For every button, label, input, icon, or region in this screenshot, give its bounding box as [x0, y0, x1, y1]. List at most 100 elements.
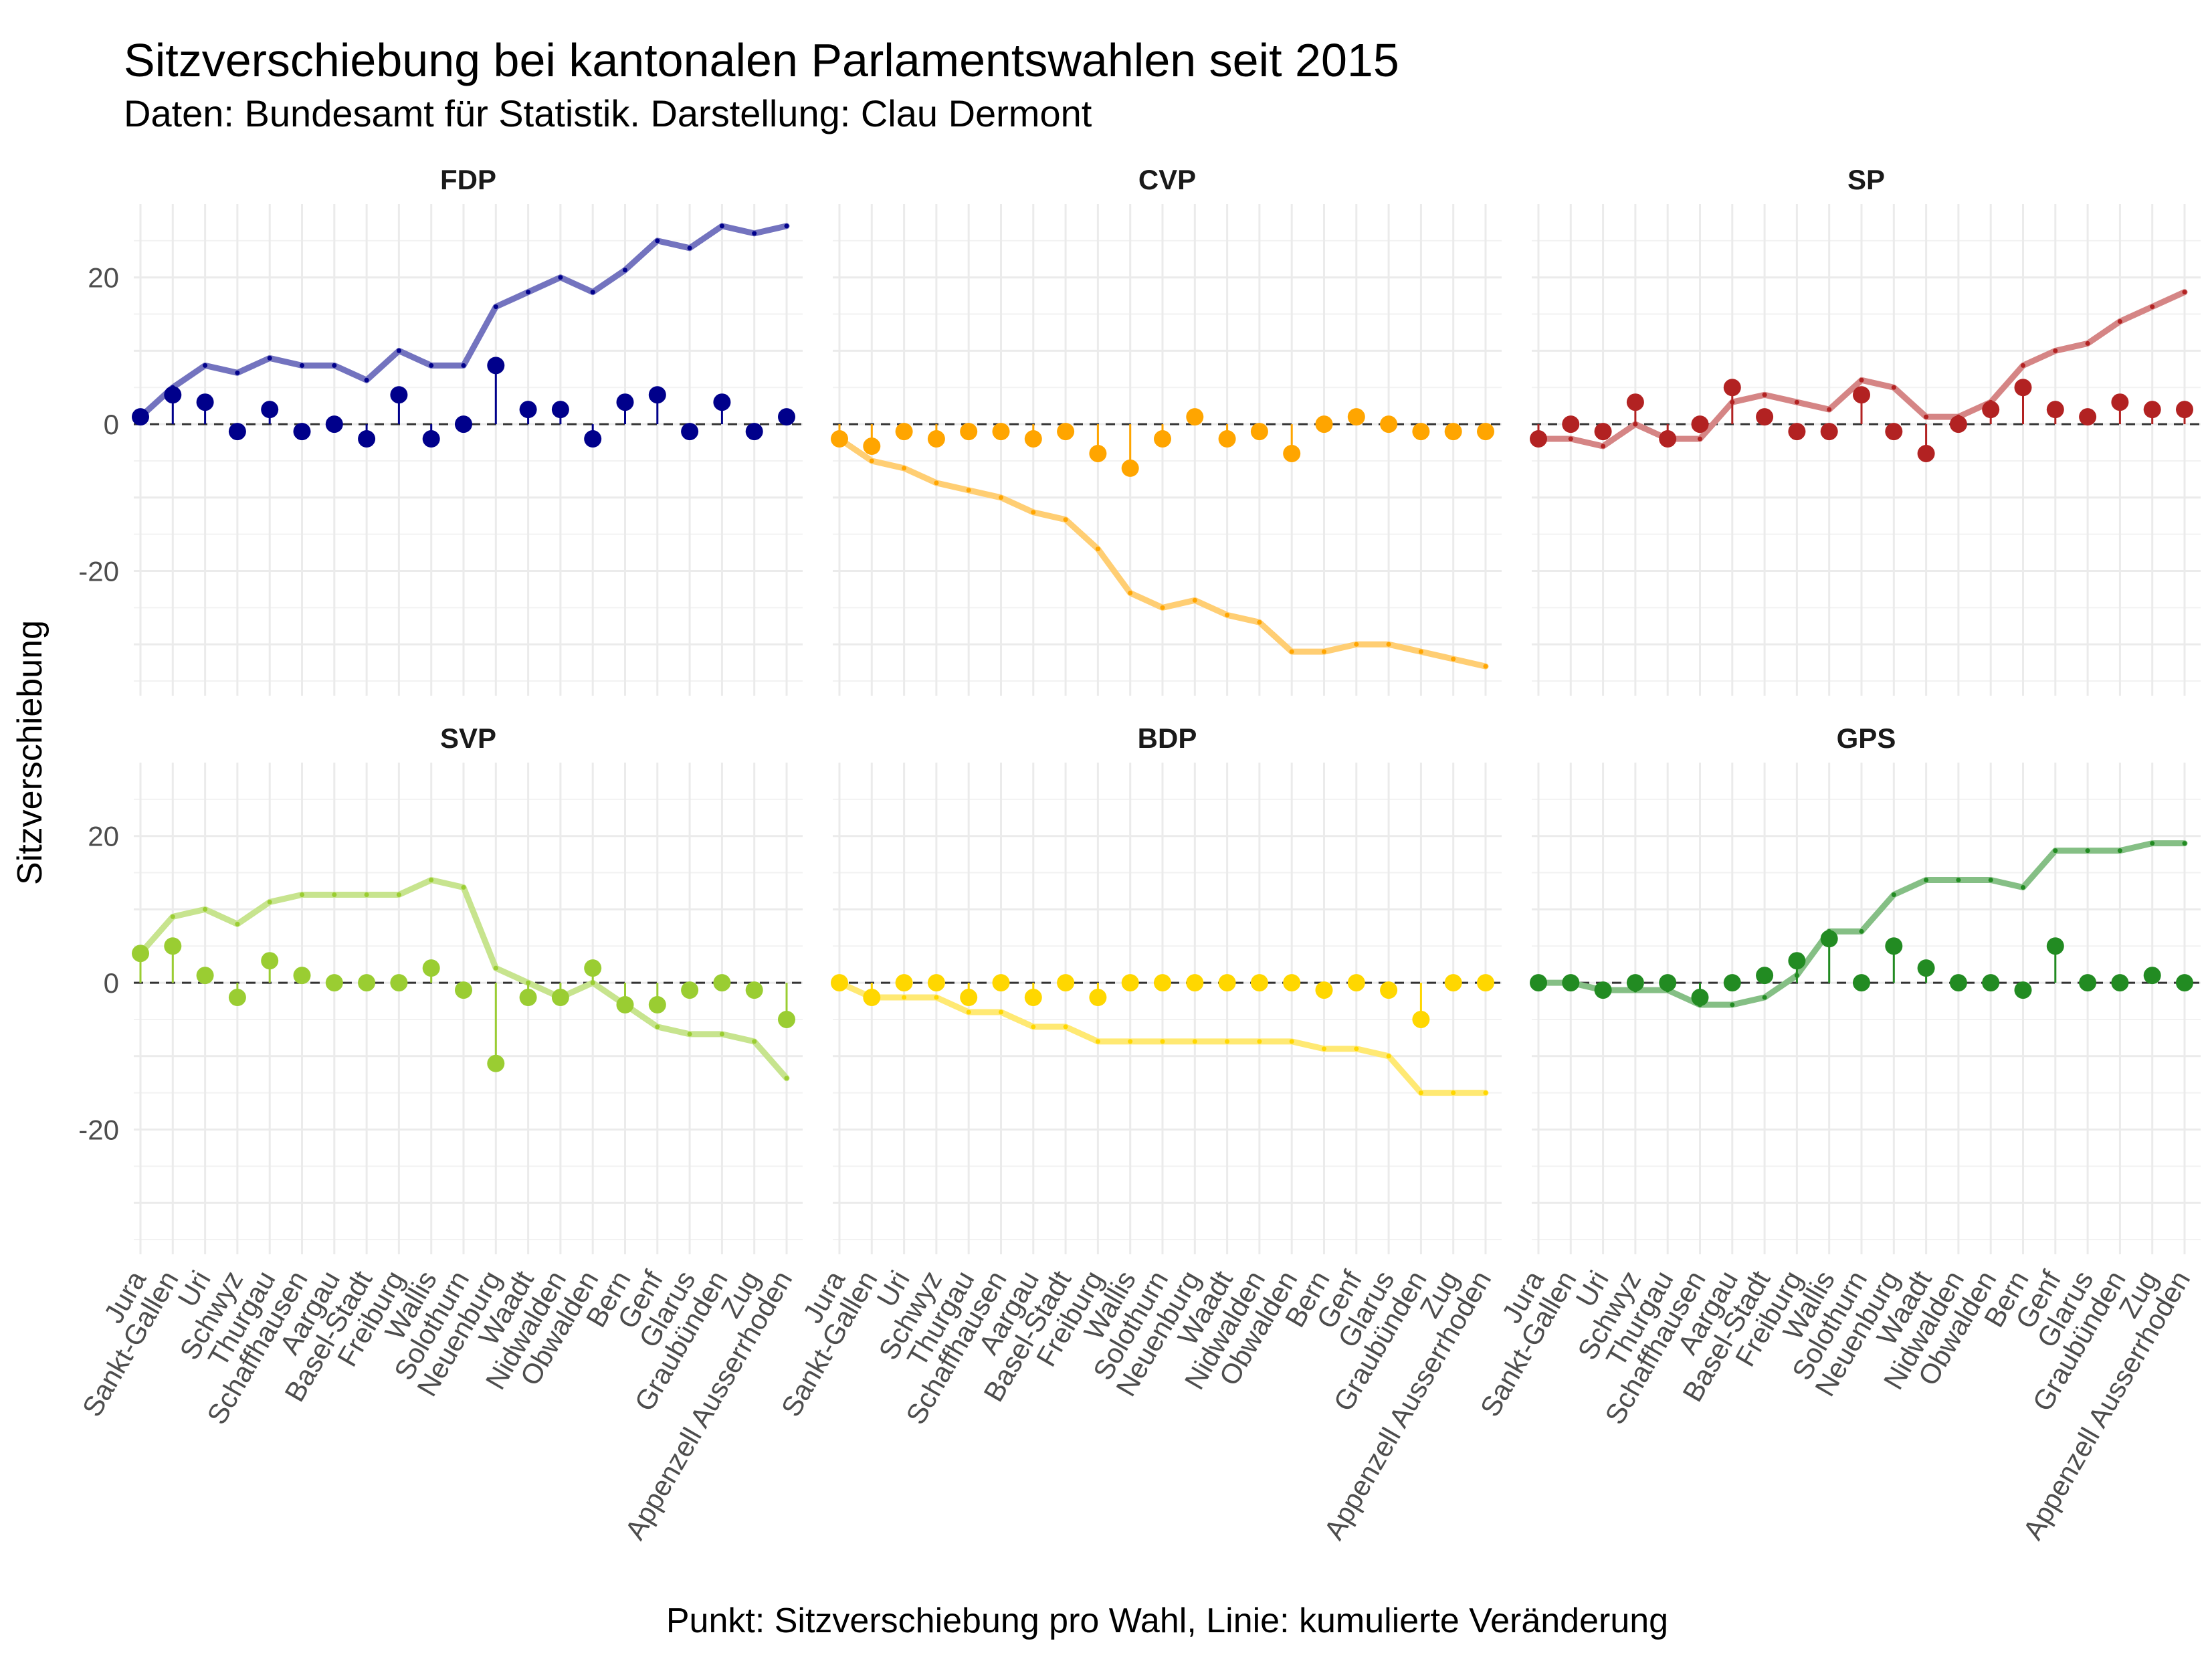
cumulative-point: [1568, 436, 1573, 442]
cumulative-point: [1891, 385, 1896, 390]
cumulative-point: [332, 892, 337, 897]
change-point: [1691, 415, 1709, 433]
cumulative-point: [902, 995, 907, 1000]
change-point: [261, 952, 279, 970]
change-point: [778, 408, 795, 426]
cumulative-point: [2150, 304, 2155, 310]
cumulative-point: [934, 480, 939, 486]
change-point: [1380, 981, 1398, 999]
change-point: [1444, 423, 1462, 441]
change-point: [1347, 974, 1365, 992]
cumulative-point: [267, 355, 272, 361]
cumulative-point: [1354, 1046, 1359, 1052]
cumulative-point: [2085, 340, 2090, 346]
cumulative-point: [2182, 290, 2187, 295]
change-point: [422, 959, 440, 977]
change-point: [2111, 974, 2129, 992]
change-point: [1788, 952, 1806, 970]
change-point: [960, 989, 978, 1007]
cumulative-point: [2117, 319, 2122, 324]
change-point: [1626, 974, 1644, 992]
change-point: [1057, 423, 1075, 441]
panel-sp: SP: [1530, 164, 2201, 696]
change-point: [487, 1054, 505, 1072]
cumulative-point: [1698, 436, 1702, 442]
facet-label: FDP: [440, 164, 496, 195]
cumulative-point: [1386, 642, 1391, 647]
change-point: [551, 401, 569, 419]
change-point: [1982, 401, 2000, 419]
change-point: [1530, 974, 1547, 992]
change-point: [325, 415, 343, 433]
change-point: [616, 393, 634, 411]
change-point: [1562, 974, 1580, 992]
cumulative-point: [1988, 878, 1993, 883]
change-point: [863, 437, 881, 456]
change-point: [927, 430, 945, 448]
change-point: [1380, 415, 1398, 433]
y-tick-label: -20: [78, 556, 119, 587]
change-point: [196, 967, 214, 985]
cumulative-point: [1257, 1039, 1262, 1044]
change-point: [1347, 408, 1365, 426]
change-point: [1949, 415, 1967, 433]
change-point: [1477, 974, 1494, 992]
change-point: [422, 430, 440, 448]
cumulative-point: [966, 1009, 971, 1015]
change-point: [1412, 423, 1430, 441]
change-point: [1756, 967, 1774, 985]
change-point: [519, 401, 537, 419]
cumulative-point: [1924, 414, 1929, 419]
change-point: [228, 989, 246, 1007]
cumulative-point: [2053, 848, 2058, 854]
cumulative-point: [2021, 363, 2025, 368]
x-axis-title: Punkt: Sitzverschiebung pro Wahl, Linie:…: [666, 1601, 1668, 1640]
change-point: [1477, 423, 1494, 441]
cumulative-point: [170, 914, 175, 919]
change-point: [358, 974, 376, 992]
cumulative-point: [1322, 1046, 1326, 1052]
change-point: [713, 393, 731, 411]
change-point: [1853, 386, 1870, 404]
cumulative-point: [719, 223, 724, 229]
change-point: [1820, 930, 1838, 948]
change-point: [1594, 423, 1612, 441]
cumulative-point: [687, 1032, 692, 1037]
cumulative-point: [364, 377, 369, 383]
cumulative-point: [1225, 612, 1230, 617]
cumulative-point: [1354, 642, 1359, 647]
change-point: [1315, 981, 1333, 999]
change-point: [1024, 989, 1042, 1007]
cumulative-point: [1451, 656, 1456, 662]
change-point: [1218, 974, 1236, 992]
change-point: [895, 423, 913, 441]
cumulative-point: [623, 268, 627, 273]
change-point: [1186, 974, 1204, 992]
change-point: [1412, 1010, 1430, 1028]
cumulative-point: [1192, 597, 1197, 603]
cumulative-point: [590, 290, 595, 295]
change-point: [293, 423, 311, 441]
change-point: [390, 974, 408, 992]
cumulative-point: [300, 892, 304, 897]
change-point: [2143, 967, 2161, 985]
change-point: [2046, 401, 2064, 419]
cumulative-point: [966, 488, 971, 493]
y-tick-label: 20: [88, 821, 119, 852]
change-point: [2176, 974, 2193, 992]
cumulative-point: [1762, 995, 1767, 1000]
change-point: [2111, 393, 2129, 411]
change-point: [2079, 408, 2097, 426]
cumulative-point: [1794, 399, 1799, 405]
cumulative-point: [300, 363, 304, 368]
change-point: [228, 423, 246, 441]
cumulative-point: [396, 892, 401, 897]
change-point: [1626, 393, 1644, 411]
change-point: [1121, 459, 1139, 477]
change-point: [261, 401, 279, 419]
cumulative-point: [526, 290, 531, 295]
change-point: [1982, 974, 2000, 992]
cumulative-point: [1128, 1039, 1133, 1044]
change-point: [927, 974, 945, 992]
cumulative-point: [461, 363, 466, 368]
